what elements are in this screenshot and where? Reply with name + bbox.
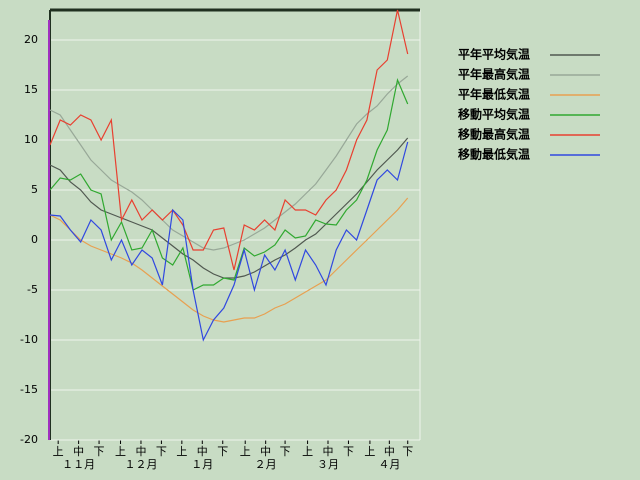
month-label: １月	[191, 458, 213, 471]
legend-label: 平年最高気温	[458, 67, 530, 82]
series-line	[49, 75, 409, 251]
x-tick-label: 下	[402, 445, 413, 458]
y-tick-label: -15	[20, 383, 38, 396]
y-tick-label: -10	[20, 333, 38, 346]
y-tick-label: 15	[24, 83, 38, 96]
x-tick-label: 上	[53, 445, 64, 458]
x-tick-label: 上	[364, 445, 375, 458]
x-tick-label: 中	[260, 445, 271, 458]
legend-label: 移動最低気温	[458, 147, 530, 162]
y-tick-label: 0	[31, 233, 38, 246]
y-tick-label: 5	[31, 183, 38, 196]
x-tick-label: 下	[156, 445, 167, 458]
y-tick-label: 20	[24, 33, 38, 46]
series-line	[49, 137, 409, 279]
x-tick-label: 上	[115, 445, 126, 458]
month-label: ３月	[317, 458, 339, 471]
x-tick-label: 上	[302, 445, 313, 458]
x-tick-label: 下	[217, 445, 228, 458]
month-label: １２月	[124, 458, 157, 471]
x-tick-label: 下	[94, 445, 105, 458]
y-tick-label: -5	[27, 283, 38, 296]
legend-label: 移動平均気温	[458, 107, 530, 122]
month-label: ４月	[378, 458, 400, 471]
legend-label: 平年最低気温	[458, 87, 530, 102]
x-tick-label: 上	[176, 445, 187, 458]
legend-label: 移動最高気温	[458, 127, 530, 142]
month-label: ２月	[255, 458, 277, 471]
x-tick-label: 中	[135, 445, 146, 458]
y-tick-label: -20	[20, 433, 38, 446]
x-tick-label: 中	[197, 445, 208, 458]
x-tick-label: 中	[323, 445, 334, 458]
x-tick-label: 中	[73, 445, 84, 458]
x-tick-label: 中	[384, 445, 395, 458]
month-label: １１月	[62, 458, 95, 471]
legend-label: 平年平均気温	[458, 47, 530, 62]
x-tick-label: 上	[240, 445, 251, 458]
x-tick-label: 下	[343, 445, 354, 458]
series-line	[49, 9, 409, 271]
x-tick-label: 下	[280, 445, 291, 458]
series-line	[49, 77, 409, 291]
y-tick-label: 10	[24, 133, 38, 146]
series-line	[49, 141, 409, 342]
